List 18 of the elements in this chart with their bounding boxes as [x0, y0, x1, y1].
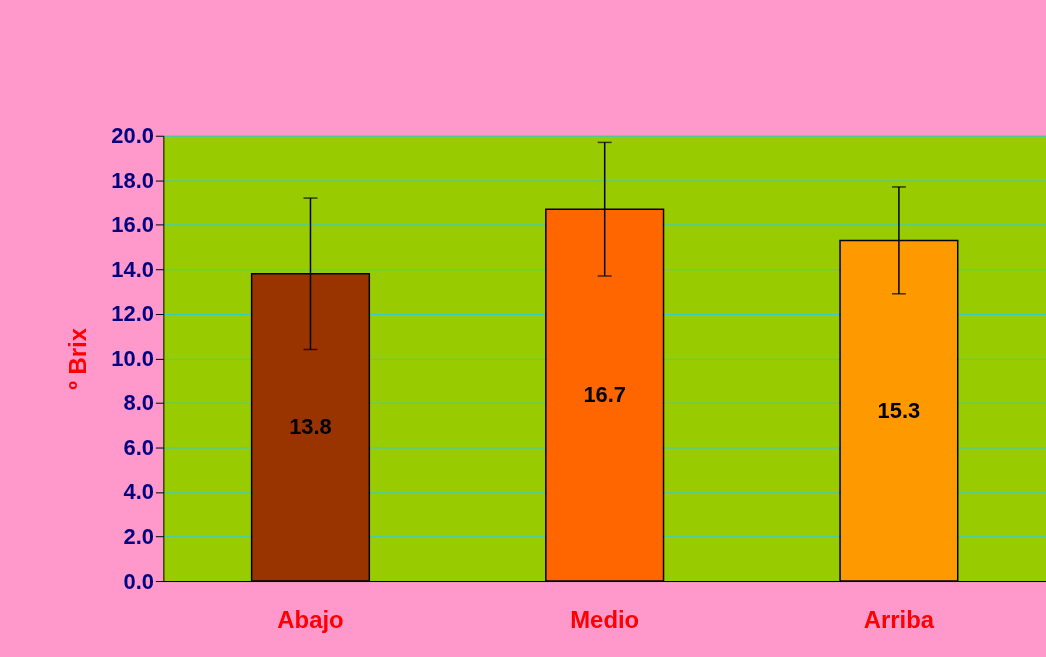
data-label: 16.7: [583, 382, 627, 408]
y-tick-label: 4.0: [123, 479, 154, 505]
y-tick-label: 6.0: [123, 434, 154, 460]
y-tick-label: 10.0: [111, 345, 154, 371]
y-tick-label: 20.0: [111, 123, 154, 149]
data-label: 13.8: [289, 414, 332, 440]
y-tick-label: 16.0: [111, 212, 154, 238]
y-tick-label: 14.0: [111, 256, 154, 282]
data-label: 15.3: [877, 397, 921, 423]
x-tick-label: Medio: [570, 606, 640, 634]
y-tick-label: 18.0: [111, 167, 154, 193]
y-tick-label: 2.0: [123, 523, 154, 549]
y-axis-title: º Brix: [64, 327, 92, 390]
y-tick-label: 12.0: [111, 301, 154, 327]
y-tick-label: 0.0: [123, 568, 154, 594]
x-tick-label: Abajo: [277, 606, 344, 634]
y-tick-label: 8.0: [123, 390, 154, 416]
x-tick-label: Arriba: [863, 606, 935, 634]
